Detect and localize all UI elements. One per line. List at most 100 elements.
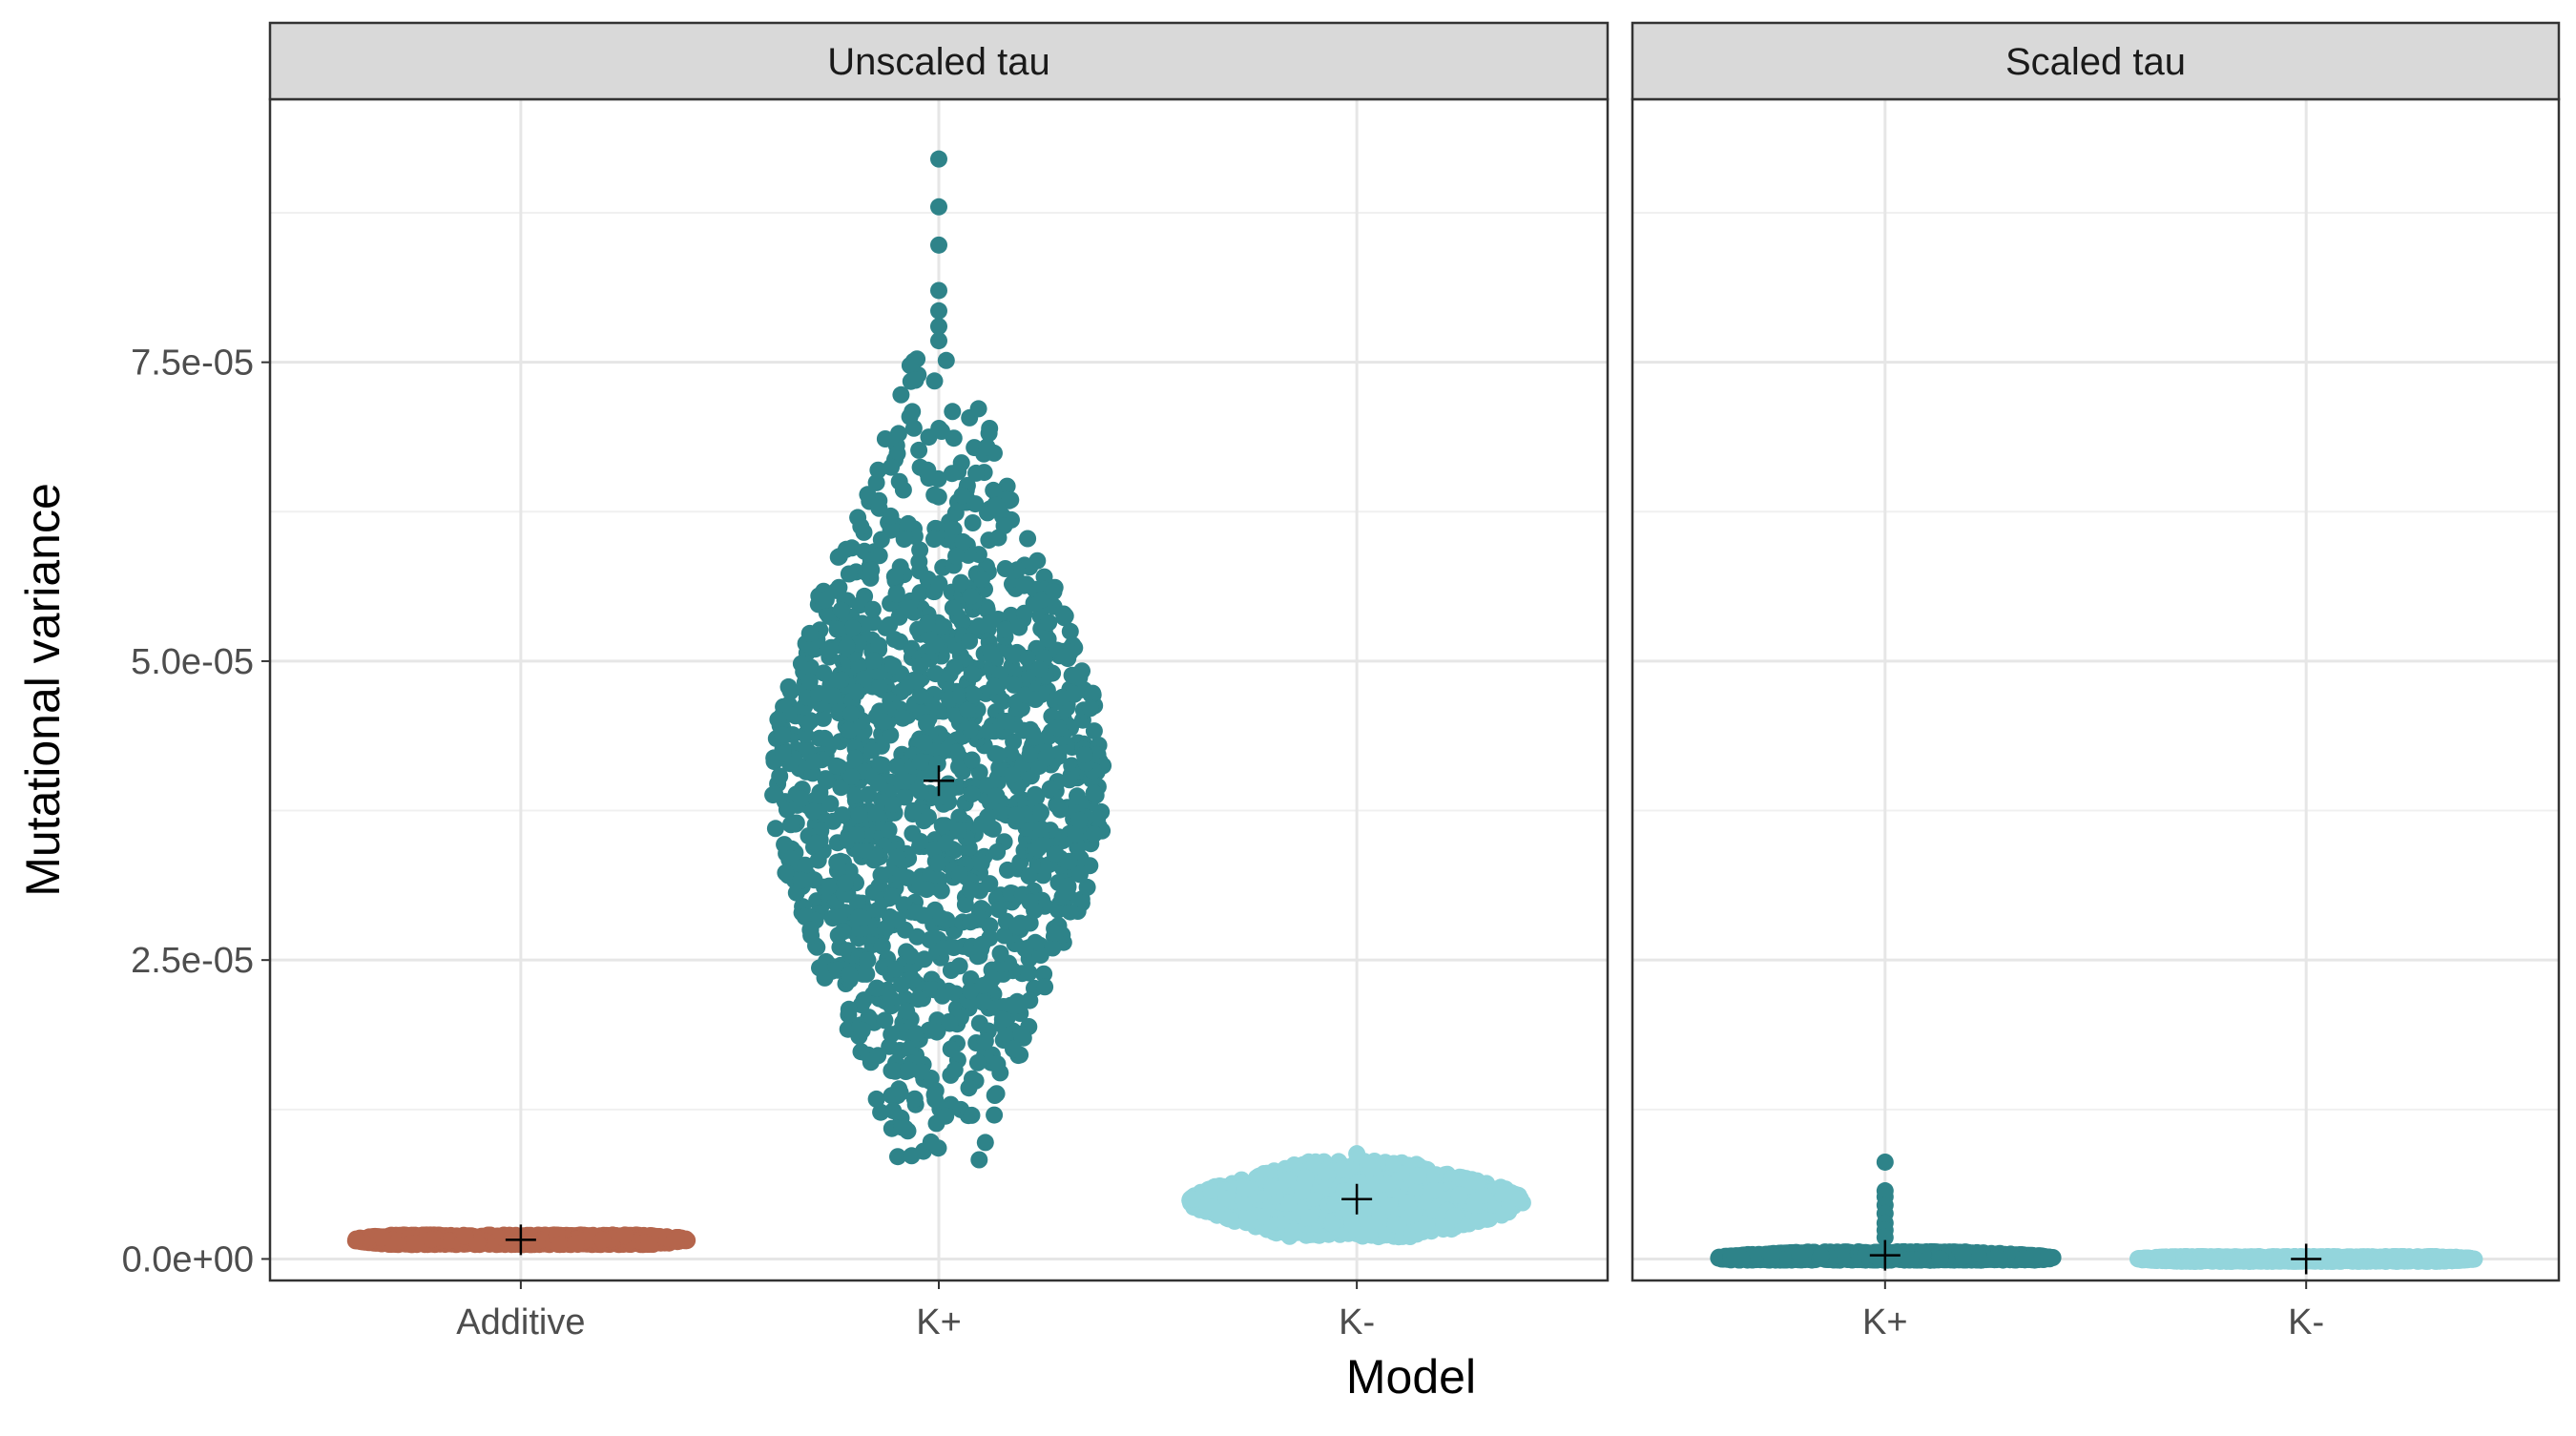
data-point bbox=[970, 400, 987, 417]
data-point bbox=[851, 806, 868, 823]
data-point bbox=[876, 714, 893, 731]
data-point bbox=[916, 734, 933, 751]
data-point bbox=[801, 921, 819, 938]
data-point bbox=[1218, 1190, 1236, 1207]
data-point bbox=[996, 517, 1013, 534]
data-point bbox=[1450, 1187, 1467, 1204]
data-point bbox=[952, 574, 969, 592]
outlier-point bbox=[930, 302, 947, 320]
data-point bbox=[979, 808, 996, 825]
data-point bbox=[946, 1061, 964, 1078]
data-point bbox=[870, 636, 887, 654]
data-point bbox=[800, 715, 817, 732]
data-point bbox=[1016, 577, 1033, 594]
outlier-point bbox=[930, 151, 947, 168]
data-point bbox=[1355, 1226, 1372, 1243]
data-point bbox=[1017, 686, 1034, 703]
data-point bbox=[999, 862, 1016, 879]
data-point bbox=[833, 602, 850, 619]
data-point bbox=[934, 817, 951, 834]
data-point bbox=[1445, 1207, 1463, 1224]
data-point bbox=[973, 855, 990, 872]
data-point bbox=[997, 560, 1014, 577]
data-point bbox=[919, 615, 936, 633]
data-point bbox=[1335, 1161, 1352, 1178]
data-point bbox=[1278, 1171, 1296, 1188]
data-point bbox=[973, 571, 990, 588]
data-point bbox=[904, 1147, 921, 1164]
data-point bbox=[423, 1231, 440, 1248]
data-point bbox=[869, 462, 886, 479]
data-point bbox=[1086, 825, 1103, 843]
data-point bbox=[934, 988, 951, 1005]
data-point bbox=[945, 429, 963, 447]
data-point bbox=[1008, 806, 1025, 823]
data-point bbox=[793, 872, 810, 889]
data-point bbox=[1029, 840, 1047, 857]
data-point bbox=[347, 1231, 364, 1248]
data-point bbox=[970, 617, 987, 635]
data-point bbox=[1495, 1185, 1512, 1202]
data-point bbox=[1285, 1222, 1302, 1239]
data-point bbox=[869, 1047, 886, 1064]
data-point bbox=[898, 1003, 915, 1020]
data-point bbox=[977, 1134, 994, 1151]
data-point bbox=[895, 482, 912, 499]
data-point bbox=[1032, 804, 1049, 822]
data-point bbox=[965, 514, 982, 531]
data-point bbox=[807, 835, 824, 852]
data-point bbox=[1042, 780, 1059, 798]
data-point bbox=[1380, 1197, 1397, 1215]
data-point bbox=[882, 989, 899, 1007]
outlier-point bbox=[930, 198, 947, 216]
data-point bbox=[884, 888, 902, 905]
data-point bbox=[959, 701, 976, 718]
data-point bbox=[1022, 721, 1039, 739]
data-point bbox=[945, 599, 962, 616]
data-point bbox=[848, 684, 865, 701]
data-point bbox=[844, 619, 862, 636]
data-point bbox=[884, 796, 902, 813]
data-point bbox=[818, 773, 835, 790]
data-point bbox=[957, 896, 974, 913]
data-point bbox=[900, 599, 917, 616]
data-point bbox=[951, 957, 968, 974]
data-point bbox=[912, 833, 929, 850]
data-point bbox=[1017, 940, 1034, 957]
data-point bbox=[1069, 787, 1086, 804]
data-point bbox=[912, 754, 929, 771]
data-point bbox=[1047, 845, 1064, 863]
data-point bbox=[793, 790, 810, 807]
data-point bbox=[1405, 1205, 1423, 1222]
data-point bbox=[831, 548, 848, 565]
data-point bbox=[1055, 606, 1072, 623]
data-point bbox=[859, 951, 876, 968]
data-point bbox=[859, 486, 876, 503]
data-point bbox=[837, 875, 854, 892]
data-point bbox=[1022, 746, 1039, 763]
data-point bbox=[1019, 531, 1036, 548]
data-point bbox=[981, 875, 998, 892]
data-point bbox=[925, 487, 943, 504]
panel-background bbox=[1632, 99, 2559, 1280]
data-point bbox=[1036, 978, 1053, 995]
data-point bbox=[896, 531, 913, 548]
data-point bbox=[884, 1102, 902, 1119]
data-point bbox=[1317, 1163, 1334, 1180]
data-point bbox=[996, 621, 1013, 638]
data-point bbox=[978, 438, 995, 455]
data-point bbox=[1240, 1210, 1257, 1227]
data-point bbox=[1510, 1190, 1527, 1207]
data-point bbox=[1082, 699, 1099, 717]
data-point bbox=[885, 657, 903, 675]
data-point bbox=[1298, 1170, 1315, 1187]
data-point bbox=[925, 531, 943, 548]
data-point bbox=[775, 726, 792, 743]
data-point bbox=[782, 683, 800, 700]
data-point bbox=[767, 820, 784, 837]
data-point bbox=[886, 568, 904, 585]
data-point bbox=[930, 420, 947, 437]
outlier-point bbox=[930, 281, 947, 299]
data-point bbox=[983, 645, 1000, 662]
data-point bbox=[969, 1054, 987, 1072]
